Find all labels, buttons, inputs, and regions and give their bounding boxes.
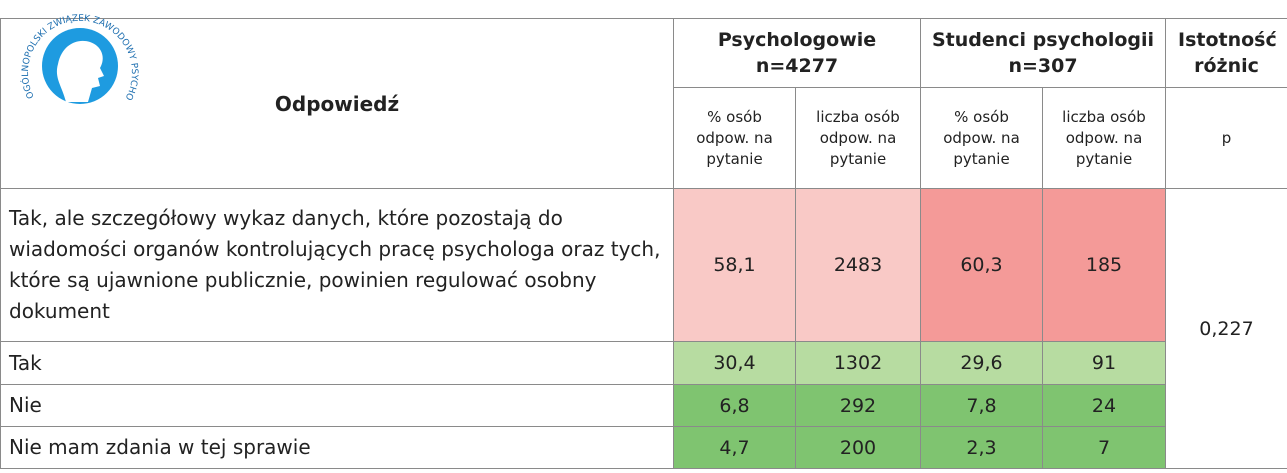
cell: 4,7 — [673, 426, 796, 469]
header-row: Odpowiedź Psychologowie n=4277 Studenci p… — [0, 18, 1287, 189]
answer-header-text: Odpowiedź — [274, 91, 400, 116]
cell: 7 — [1042, 426, 1166, 469]
answer: Nie — [0, 384, 674, 427]
cell: 91 — [1042, 341, 1166, 385]
group-name: Psychologowie — [717, 29, 877, 51]
group-name: Studenci psychologii — [931, 29, 1155, 51]
cell: 58,1 — [673, 188, 796, 342]
group-n: n=307 — [1008, 55, 1078, 77]
p-value: 0,227 — [1165, 188, 1287, 469]
cell: 29,6 — [920, 341, 1043, 385]
row: Nie 6,8 292 7,8 24 — [0, 384, 1287, 427]
cell: 2483 — [795, 188, 921, 342]
subheader-row: % osób odpow. na pytanie liczba osób odp… — [1, 87, 1287, 189]
answer: Tak — [0, 341, 674, 385]
group-header: Istotność różnic — [1165, 18, 1287, 88]
subheader: % osób odpow. na pytanie — [920, 87, 1043, 189]
cell: 185 — [1042, 188, 1166, 342]
group-header: Studenci psychologii n=307 — [920, 18, 1166, 88]
group-header: Psychologowie n=4277 — [673, 18, 921, 88]
subheader: liczba osób odpow. na pytanie — [1042, 87, 1166, 189]
subheader: p — [1165, 87, 1287, 189]
row: Tak, ale szczegółowy wykaz danych, które… — [0, 188, 1287, 469]
cell: 2,3 — [920, 426, 1043, 469]
subheader: % osób odpow. na pytanie — [673, 87, 796, 189]
logo: OGÓLNOPOLSKI ZWIĄZEK ZAWODOWY PSYCHOLOGÓ… — [14, 2, 139, 104]
cell: 24 — [1042, 384, 1166, 427]
results-table: Odpowiedź Psychologowie n=4277 Studenci p… — [0, 18, 1287, 469]
group-name: Istotność różnic — [1178, 29, 1277, 77]
cell: 6,8 — [673, 384, 796, 427]
cell: 30,4 — [673, 341, 796, 385]
row: Tak 30,4 1302 29,6 91 — [0, 341, 1287, 385]
cell: 60,3 — [920, 188, 1043, 342]
subheader: liczba osób odpow. na pytanie — [795, 87, 921, 189]
answer: Tak, ale szczegółowy wykaz danych, które… — [0, 188, 674, 342]
logo-head — [56, 40, 104, 102]
cell: 292 — [795, 384, 921, 427]
cell: 7,8 — [920, 384, 1043, 427]
cell: 1302 — [795, 341, 921, 385]
cell: 200 — [795, 426, 921, 469]
row: Nie mam zdania w tej sprawie 4,7 200 2,3… — [0, 426, 1287, 469]
group-n: n=4277 — [755, 55, 839, 77]
answer: Nie mam zdania w tej sprawie — [0, 426, 674, 469]
